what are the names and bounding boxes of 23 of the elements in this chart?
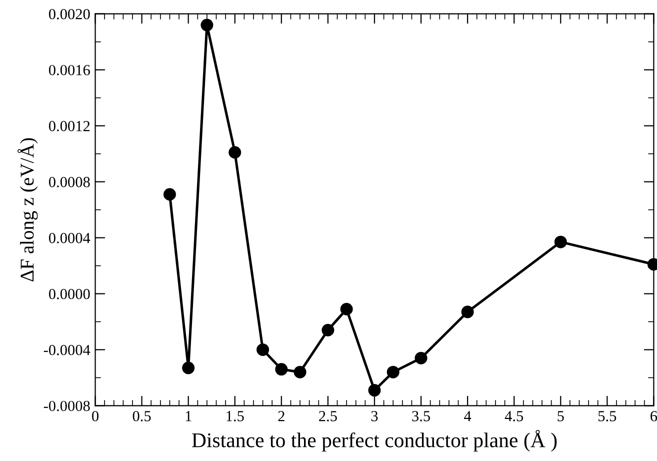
x-tick-label: 2.5 — [319, 411, 337, 422]
y-tick-label: 0.0016 — [48, 64, 90, 76]
y-tick-label: 0.0008 — [48, 176, 90, 188]
x-tick-label: 3 — [371, 411, 378, 422]
x-tick-label: 4 — [464, 411, 472, 422]
x-tick-label: 2 — [278, 411, 284, 422]
x-tick-label: 1 — [186, 411, 192, 422]
x-tick-label: 0.5 — [132, 410, 151, 422]
x-tick-label: 5.5 — [598, 411, 616, 422]
x-tick-label: 5 — [558, 411, 564, 422]
x-tick-label: 4.5 — [504, 411, 524, 422]
x-tick-label: 1.5 — [226, 411, 244, 422]
y-tick-label: 0.0020 — [48, 8, 90, 20]
y-tick-label: 0.0004 — [48, 232, 90, 244]
y-tick-label: 0.0000 — [48, 288, 90, 300]
x-axis-title: Distance to the perfect conductor plane (Å ) — [192, 430, 557, 452]
x-tick-label: 0 — [92, 410, 98, 422]
y-axis-title: ΔF along z (eV/Å) — [18, 138, 38, 282]
y-tick-label: 0.0012 — [48, 120, 90, 132]
y-tick-label: -0.0004 — [44, 344, 90, 356]
y-tick-label: -0.0008 — [44, 400, 90, 412]
x-tick-label: 6 — [650, 411, 657, 422]
x-tick-label: 3.5 — [412, 411, 430, 422]
